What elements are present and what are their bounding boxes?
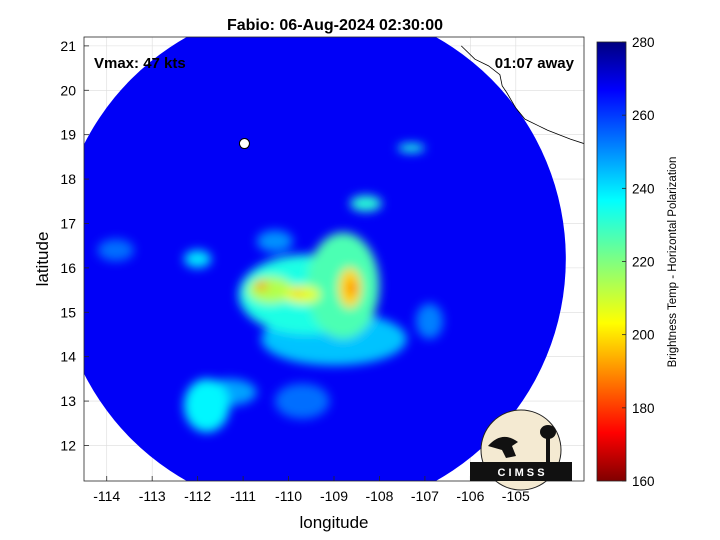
x-tick-label: -107 (411, 488, 439, 504)
y-tick-label: 18 (60, 171, 76, 187)
x-tick-label: -106 (456, 488, 484, 504)
x-tick-label: -111 (230, 488, 256, 504)
colorbar-label: Brightness Temp - Horizontal Polarizatio… (667, 157, 679, 368)
cloud-feature (255, 281, 267, 291)
cloud-feature (184, 378, 230, 433)
water-tower-icon (546, 436, 550, 462)
x-tick-label: -105 (502, 488, 530, 504)
colorbar-tick-label: 160 (632, 474, 655, 489)
cimss-logo: C I M S S (470, 409, 572, 491)
colorbar-tick-label: 200 (632, 328, 655, 343)
coastline (460, 45, 584, 144)
x-tick-label: -114 (93, 488, 120, 504)
colorbar-ticks: 160 180 200 220 240 260 280 (622, 35, 655, 489)
colorbar-tick-label: 280 (632, 35, 655, 50)
colorbar: 160 180 200 220 240 260 280 Brightness Temp - … (596, 35, 679, 489)
cloud-feature (247, 276, 294, 304)
island-outline (238, 138, 250, 150)
y-tick-label: 13 (60, 393, 76, 409)
cloud-feature (293, 289, 303, 296)
x-tick-label: -112 (184, 488, 211, 504)
cloud-feature (348, 280, 357, 295)
logo-banner (470, 462, 572, 481)
cloud-feature (397, 143, 425, 153)
colorbar-tick-label: 180 (632, 401, 655, 416)
water-tower-tank-icon (540, 425, 556, 439)
x-axis-label: longitude (299, 513, 368, 532)
y-tick-label: 16 (60, 260, 76, 276)
x-tick-label: -110 (275, 488, 302, 504)
logo-text: C I M S S (497, 467, 544, 479)
convection-features (97, 143, 444, 433)
x-tick-label: -108 (365, 488, 393, 504)
y-tick-label: 12 (60, 437, 76, 453)
time-away-annotation: 01:07 away (495, 55, 575, 72)
cloud-feature (97, 239, 134, 262)
y-tick-label: 21 (60, 38, 76, 54)
colorbar-tick-label: 260 (632, 108, 655, 123)
cloud-feature (415, 303, 444, 339)
y-ticks: 12 13 14 15 16 17 18 19 20 21 (60, 38, 89, 453)
x-tick-label: -109 (320, 488, 348, 504)
colorbar-gradient (596, 41, 627, 482)
y-tick-label: 19 (60, 127, 76, 143)
cloud-feature (349, 195, 382, 212)
cloud-feature (284, 285, 321, 304)
map-axes: -114 -113 -112 -111 -110 -109 -108 -107 -106 -105… (60, 36, 585, 504)
cloud-feature (274, 383, 330, 419)
y-axis-label: latitude (33, 232, 52, 287)
y-tick-label: 14 (60, 349, 76, 365)
y-tick-label: 17 (60, 215, 76, 231)
y-tick-label: 15 (60, 304, 76, 320)
satellite-dish-icon (488, 436, 518, 458)
figure-title: Fabio: 06-Aug-2024 02:30:00 (227, 17, 443, 34)
colorbar-tick-label: 220 (632, 255, 655, 270)
vmax-annotation: Vmax: 47 kts (94, 55, 186, 72)
x-tick-label: -113 (139, 488, 166, 504)
y-tick-label: 20 (60, 82, 76, 98)
x-ticks: -114 -113 -112 -111 -110 -109 -108 -107 -106 -105 (93, 476, 530, 504)
cloud-feature (184, 250, 212, 268)
cloud-feature (256, 230, 294, 253)
colorbar-tick-label: 240 (632, 181, 655, 196)
